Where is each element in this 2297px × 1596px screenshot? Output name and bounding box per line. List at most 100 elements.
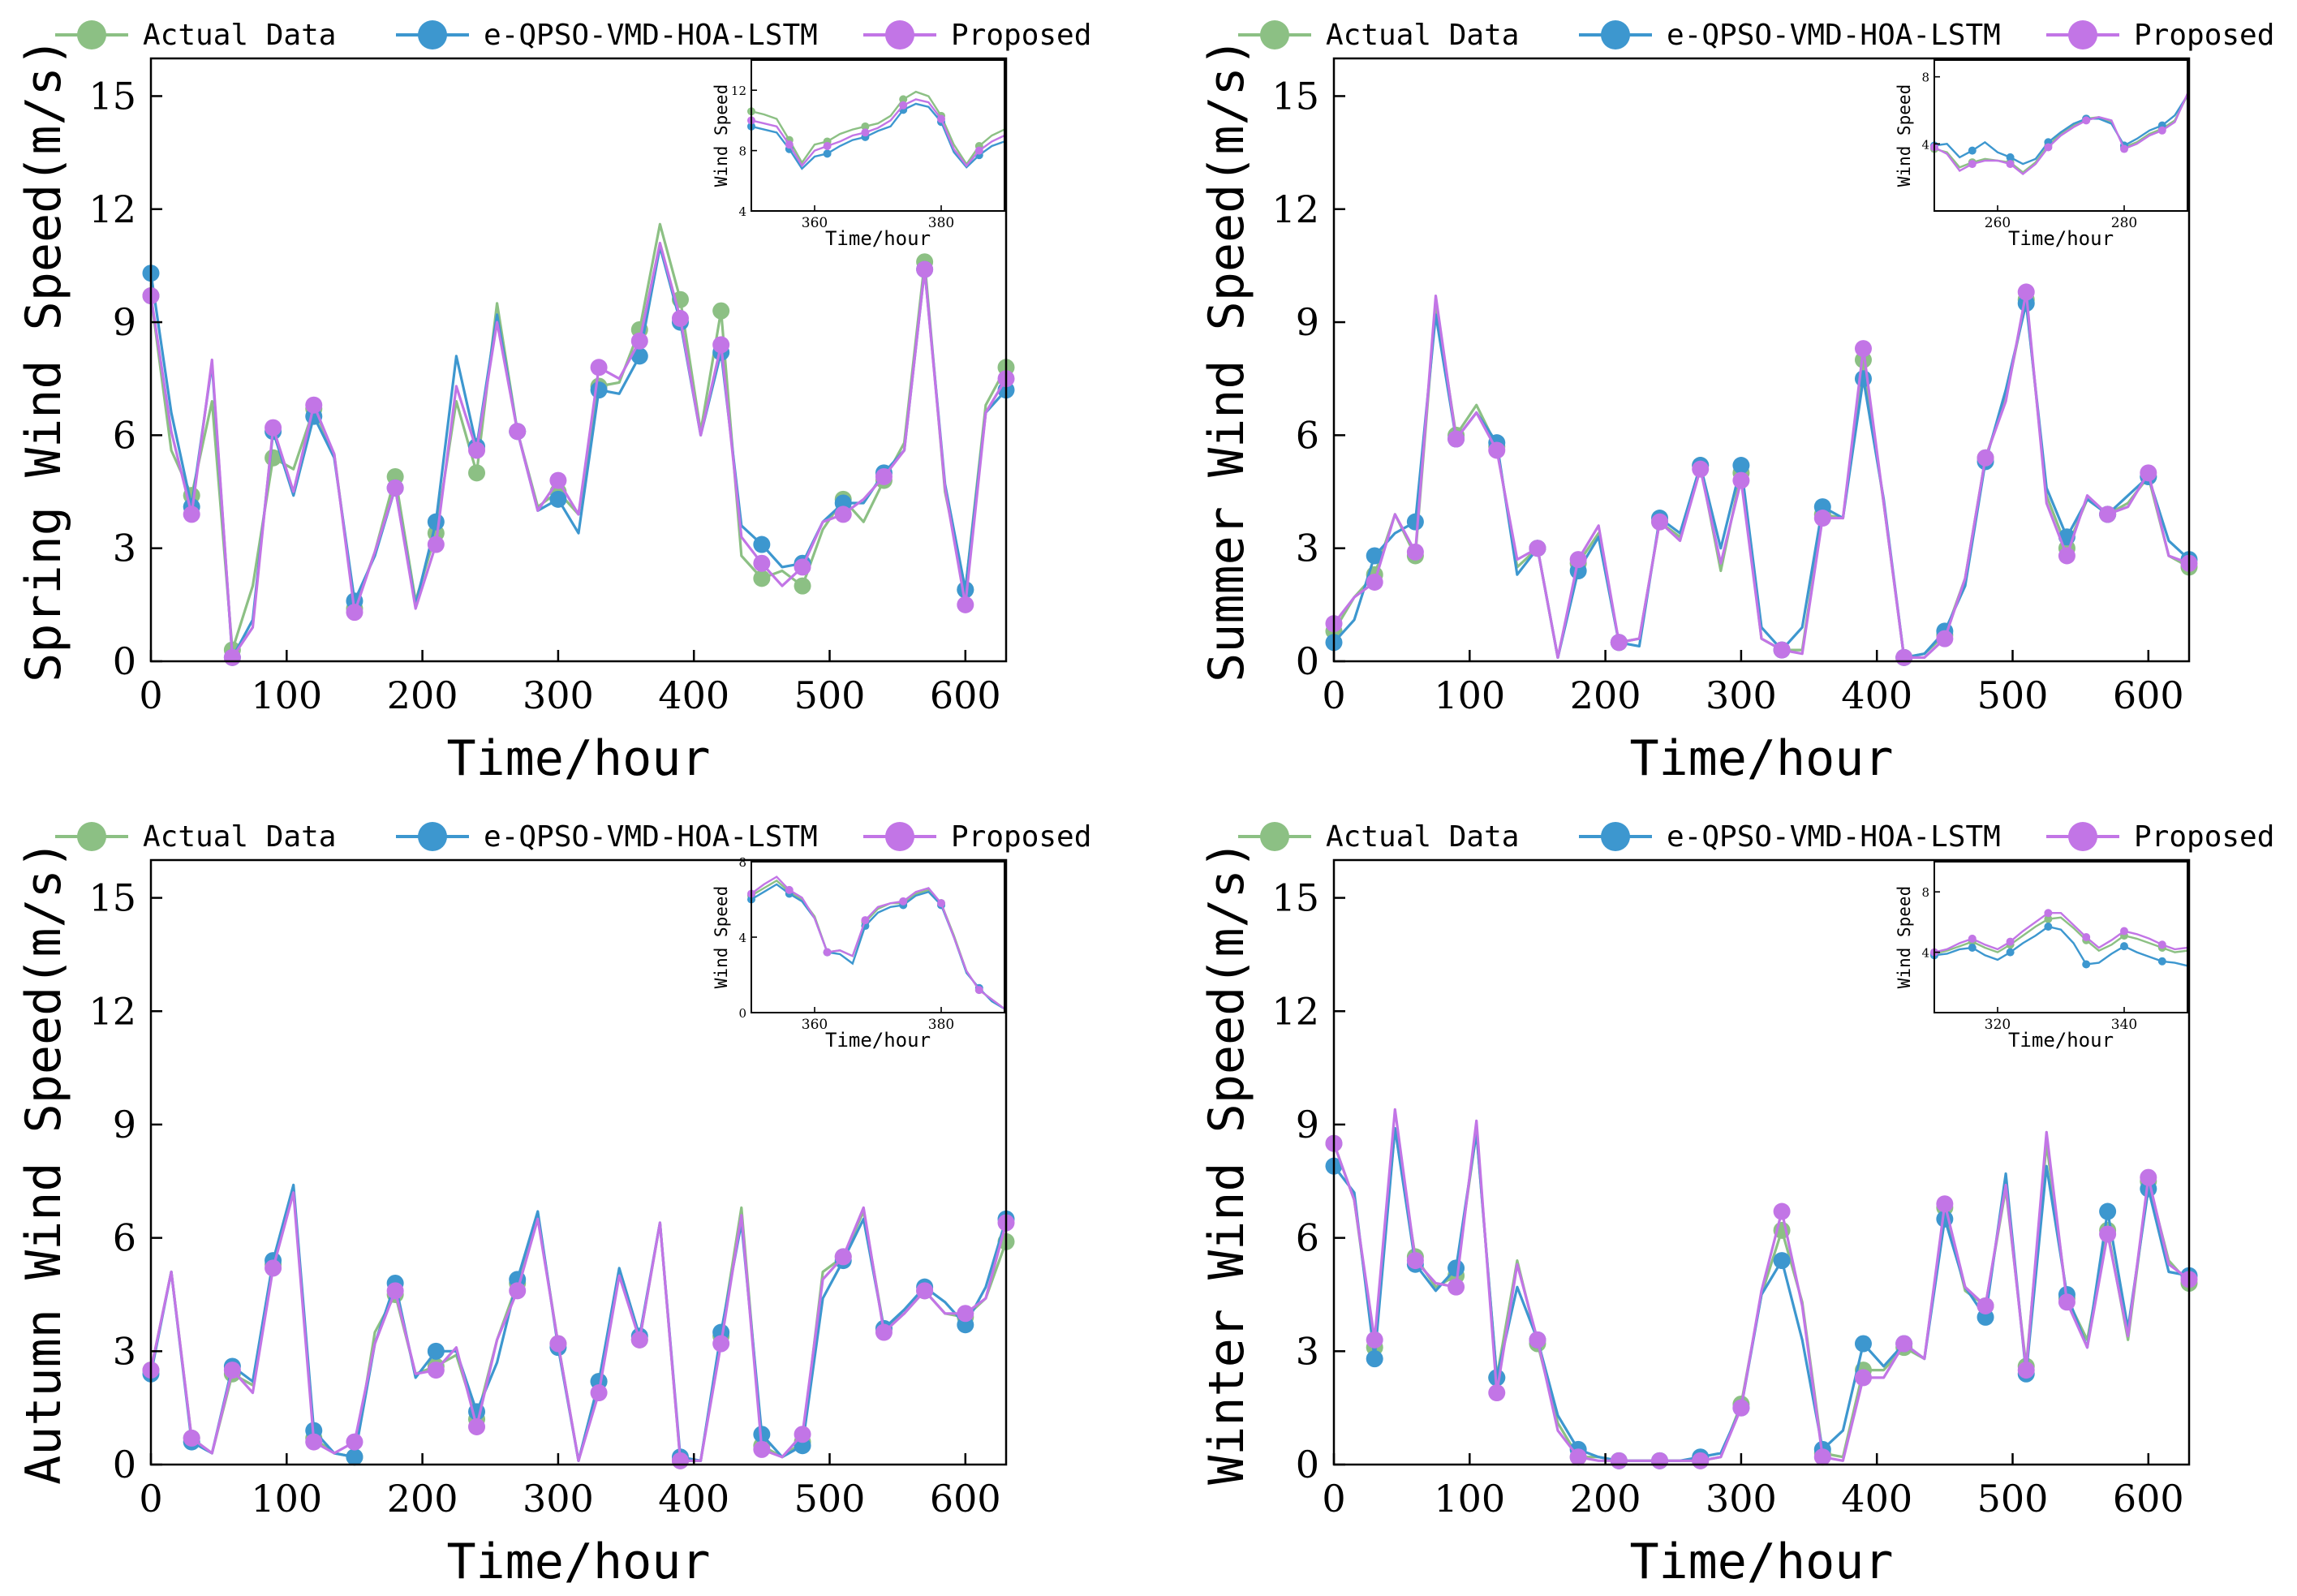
inset-series-proposed	[747, 98, 1005, 168]
data-point	[1447, 1278, 1465, 1296]
data-point	[2058, 547, 2075, 565]
legend-label-eqpso: e-QPSO-VMD-HOA-LSTM	[1667, 19, 2001, 52]
data-point	[671, 309, 689, 327]
y-tick-label: 0	[1296, 1443, 1319, 1486]
inset-y-tick-label: 12	[731, 84, 746, 98]
x-tick-label: 0	[1322, 1477, 1345, 1521]
y-tick-label: 15	[88, 74, 136, 118]
data-point	[183, 1429, 200, 1447]
plot-frame	[1332, 858, 2191, 1466]
inset-line	[1934, 94, 2189, 174]
legend-label-eqpso: e-QPSO-VMD-HOA-LSTM	[484, 820, 818, 854]
data-point	[1692, 460, 1710, 478]
data-point	[223, 1362, 241, 1379]
inset-point	[899, 897, 908, 906]
inset-point	[974, 986, 983, 995]
legend-marker-actual	[77, 20, 106, 49]
data-point	[2140, 1168, 2157, 1186]
inset-line	[1934, 911, 2188, 953]
data-point	[590, 381, 608, 399]
y-tick-label: 3	[113, 1329, 136, 1373]
data-point	[1854, 340, 1872, 358]
x-tick-label: 500	[794, 1477, 866, 1521]
x-tick-label: 500	[794, 673, 866, 717]
data-point	[794, 1426, 811, 1443]
data-point	[1813, 510, 1831, 527]
legend: Actual Data e-QPSO-VMD-HOA-LSTM Proposed	[55, 820, 1091, 854]
legend-marker-actual	[77, 822, 106, 851]
data-point	[1692, 1452, 1710, 1469]
data-point	[265, 1259, 282, 1277]
chart-panel-winter: Actual Data e-QPSO-VMD-HOA-LSTM Proposed 0 1…	[1198, 820, 2274, 1590]
legend-label-actual: Actual Data	[143, 19, 336, 52]
inset-line	[1934, 94, 2189, 166]
data-point	[549, 490, 567, 508]
data-point	[1366, 547, 1383, 565]
inset-y-tick-label: 4	[738, 931, 746, 945]
series-eqpso-line	[149, 245, 1008, 660]
data-point	[183, 505, 200, 523]
data-point	[630, 332, 648, 350]
inset-x-tick-label: 340	[2111, 1017, 2137, 1033]
data-point	[875, 1323, 893, 1341]
inset-line	[751, 875, 1005, 1010]
data-point	[509, 423, 527, 441]
y-axis-label: Autumn Wind Speed(m/s)	[15, 840, 72, 1485]
data-point	[1406, 1252, 1424, 1270]
series-actual-line	[1332, 298, 2190, 660]
inset-x-axis-label: Time/hour	[2008, 227, 2114, 250]
inset-bg	[751, 862, 1004, 1013]
x-tick-label: 100	[1434, 673, 1505, 717]
x-tick-label: 500	[1977, 1477, 2049, 1521]
data-point	[1366, 1350, 1383, 1368]
inset-point	[974, 146, 983, 155]
y-tick-label: 12	[88, 989, 136, 1033]
inset-point	[861, 122, 870, 131]
data-point	[549, 1335, 567, 1353]
data-point	[834, 1248, 852, 1266]
x-tick-label: 400	[1841, 1477, 1912, 1521]
data-point	[1936, 630, 1954, 647]
inset-chart: 260 280 4 8 Time/hour Wind Speed	[1895, 59, 2189, 250]
x-tick-label: 0	[139, 673, 162, 717]
x-tick-label: 600	[930, 1477, 1001, 1521]
data-point	[630, 1331, 648, 1349]
data-point	[2017, 1362, 2035, 1379]
data-point	[468, 441, 486, 459]
inset-point	[2006, 948, 2015, 957]
y-axis-label: Spring Wind Speed(m/s)	[15, 37, 72, 682]
y-tick-label: 0	[113, 639, 136, 683]
legend-label-eqpso: e-QPSO-VMD-HOA-LSTM	[1667, 820, 2001, 854]
y-axis-label: Summer Wind Speed(m/s)	[1198, 37, 1255, 682]
inset-point	[2157, 940, 2166, 949]
data-point	[875, 467, 893, 485]
inset-y-tick-label: 4	[1921, 137, 1929, 152]
y-tick-label: 6	[113, 1216, 136, 1260]
inset-x-tick-label: 380	[928, 215, 954, 231]
y-tick-label: 3	[1296, 527, 1319, 570]
data-point	[1895, 648, 1913, 666]
y-tick-label: 6	[113, 413, 136, 457]
inset-x-axis-label: Time/hour	[2008, 1029, 2114, 1052]
legend-label-actual: Actual Data	[1326, 19, 1519, 52]
data-point	[916, 260, 934, 278]
inset-point	[2082, 116, 2091, 125]
inset-y-tick-label: 4	[1921, 946, 1929, 961]
x-tick-label: 600	[930, 673, 1001, 717]
inset-chart: 360 380 4 8 12 Time/hour Wind Speed	[712, 59, 1005, 250]
data-point	[223, 648, 241, 666]
y-tick-label: 12	[1271, 187, 1319, 231]
chart-panel-summer: Actual Data e-QPSO-VMD-HOA-LSTM Proposed 0 1…	[1198, 19, 2274, 787]
x-tick-label: 400	[658, 673, 729, 717]
data-point	[1488, 441, 1506, 459]
x-tick-label: 300	[523, 1477, 594, 1521]
series-proposed-line	[149, 1191, 1008, 1462]
data-point	[1529, 540, 1546, 557]
inset-frame	[1934, 861, 2188, 1013]
y-tick-label: 9	[1296, 1103, 1319, 1146]
x-axis-label: Time/hour	[446, 730, 710, 787]
inset-point	[2120, 927, 2128, 936]
inset-point	[823, 142, 832, 151]
data-point	[794, 577, 811, 595]
chart-panel-autumn: Actual Data e-QPSO-VMD-HOA-LSTM Proposed 0 1…	[15, 820, 1091, 1590]
